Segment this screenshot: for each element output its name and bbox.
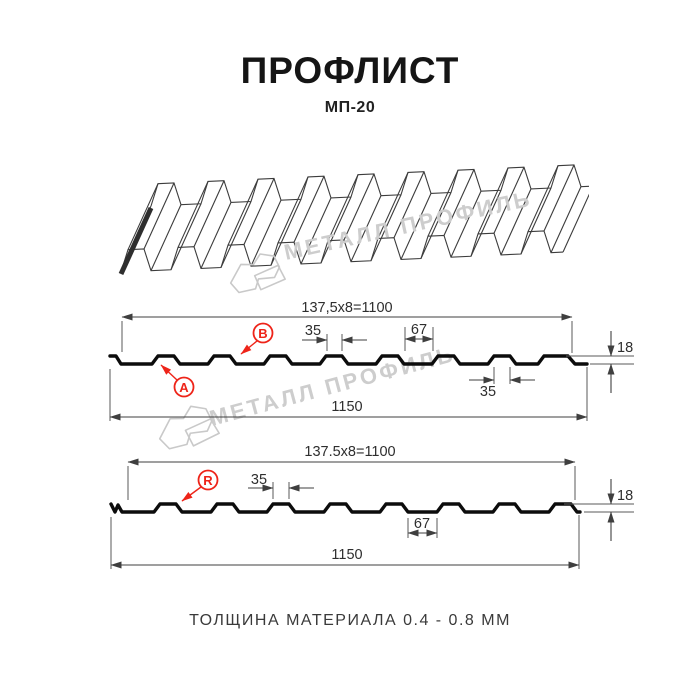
profile-outline [108,354,589,366]
dim-valley-width: 67 [404,322,434,351]
callout-marker-b: B [240,322,274,355]
dim-rib-top-width: 35 [248,472,314,499]
marker-a-label: A [179,380,189,395]
page-title: ПРОФЛИСТ [240,50,460,91]
section-top-drawing: 137,5x8=1100 1150 35 67 [108,300,634,421]
dim-label-coverage: 137.5x8=1100 [304,444,395,460]
dim-rib-bottom-width: 35 [469,367,535,400]
dim-profile-height: 18 [566,331,634,393]
profile-model-label: МП-20 [324,99,376,116]
profile-outline [109,502,582,514]
dim-overall-width: 1150 [110,515,580,569]
dim-label-rib-top: 35 [305,323,321,339]
dim-valley-width: 67 [407,516,438,538]
dim-label-height: 18 [617,488,633,504]
section-bottom-drawing: 137.5x8=1100 1150 35 67 [109,444,634,569]
dim-coverage-width: 137.5x8=1100 [127,444,576,500]
marker-b-label: B [258,326,267,341]
dim-label-valley: 67 [411,322,427,338]
material-thickness-note: ТОЛЩИНА МАТЕРИАЛА 0.4 - 0.8 ММ [189,612,511,629]
dim-overall-width: 1150 [109,367,588,421]
marker-r-label: R [203,473,213,488]
dim-label-height: 18 [617,340,633,356]
callout-marker-r: R [181,469,219,502]
dim-rib-top-width: 35 [302,323,367,351]
brand-watermark-middle: МЕТАЛЛ ПРОФИЛЬ [158,341,458,450]
dim-label-rib-top: 35 [251,472,267,488]
callout-marker-a: A [160,364,195,398]
header: ПРОФЛИСТ МП-20 [0,50,700,117]
dim-label-overall: 1150 [331,399,362,415]
dim-label-rib-bottom: 35 [480,384,496,400]
corrugated-sheet-3d-illustration [118,164,589,276]
dim-profile-height: 18 [564,479,634,541]
dim-label-overall: 1150 [331,547,362,563]
dim-label-valley: 67 [414,516,430,532]
dim-label-coverage: 137,5x8=1100 [301,300,392,316]
dim-coverage-width: 137,5x8=1100 [121,300,573,353]
brand-logo-watermark-icon [229,253,286,294]
